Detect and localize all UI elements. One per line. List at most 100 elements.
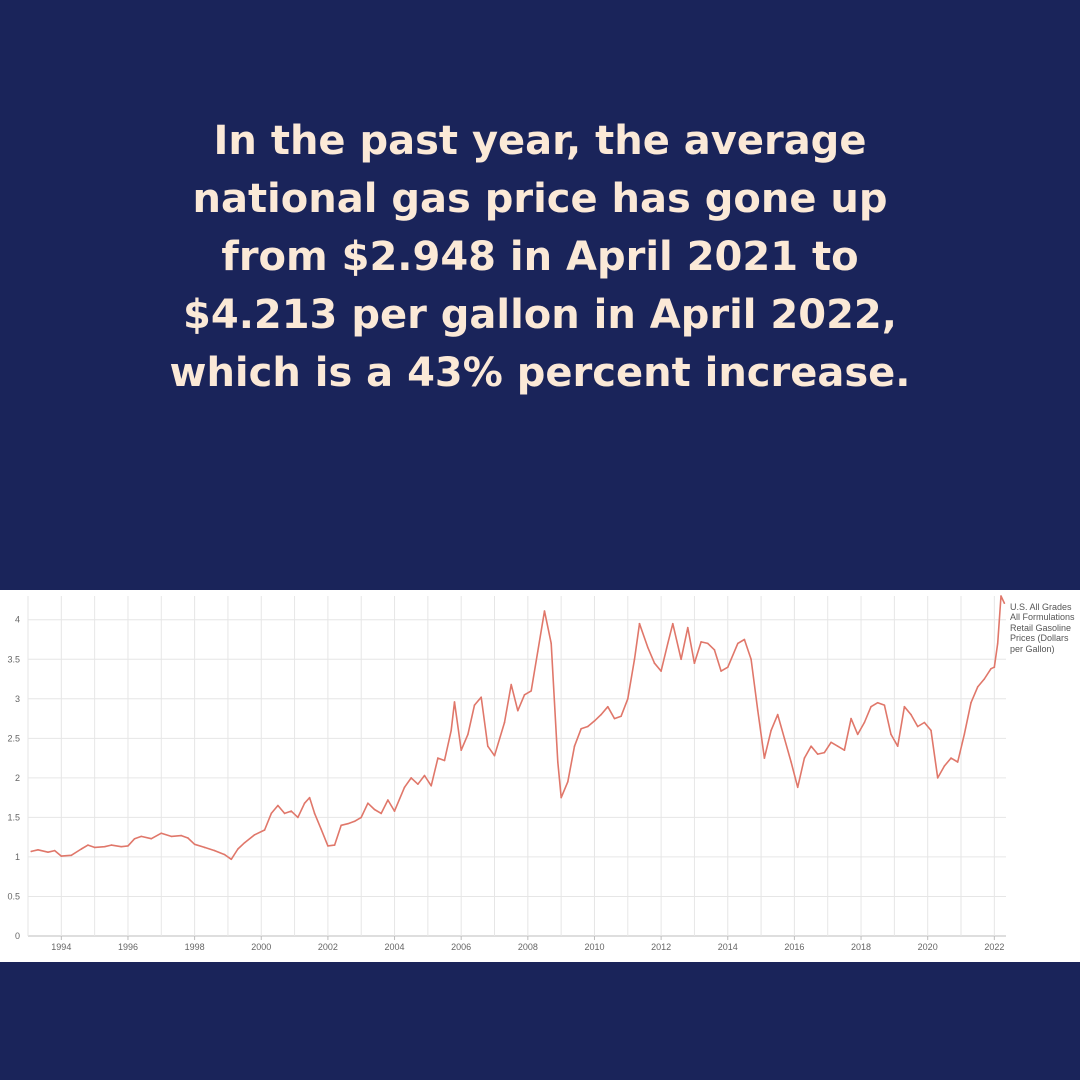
- data-point: [480, 696, 482, 699]
- data-point: [923, 721, 926, 724]
- data-point: [706, 642, 709, 645]
- data-point: [127, 845, 129, 847]
- series-line: [30, 595, 1006, 861]
- data-point: [693, 662, 696, 665]
- data-point: [943, 765, 946, 767]
- y-tick-label: 3.5: [7, 654, 20, 664]
- data-point: [856, 733, 859, 736]
- data-point: [133, 837, 136, 840]
- data-point: [93, 846, 96, 849]
- data-point: [360, 816, 363, 819]
- data-point: [883, 704, 886, 706]
- data-point: [313, 812, 316, 815]
- data-point: [493, 754, 496, 757]
- data-point: [230, 858, 233, 861]
- x-tick-label: 2012: [651, 942, 671, 952]
- data-point: [983, 678, 986, 680]
- data-point: [830, 741, 832, 744]
- data-point: [890, 733, 892, 736]
- data-point: [743, 638, 746, 641]
- data-point: [1003, 602, 1006, 604]
- data-point: [587, 725, 589, 728]
- y-tick-label: 1: [15, 852, 20, 862]
- data-point: [560, 796, 562, 799]
- data-point: [726, 666, 729, 668]
- data-point: [916, 725, 919, 728]
- data-point: [140, 835, 143, 838]
- data-point: [327, 845, 329, 847]
- data-point: [203, 846, 206, 849]
- data-point: [580, 728, 582, 730]
- data-point: [297, 816, 299, 819]
- x-tick-label: 2020: [918, 942, 938, 952]
- x-tick-label: 2018: [851, 942, 871, 952]
- data-point: [876, 701, 879, 704]
- data-point: [120, 845, 123, 848]
- data-point: [347, 822, 349, 825]
- series-layer: [30, 595, 1006, 861]
- data-point: [87, 844, 89, 846]
- x-tick-label: 2002: [318, 942, 338, 952]
- y-tick-label: 3: [15, 694, 20, 704]
- y-tick-label: 2.5: [7, 733, 20, 743]
- data-point: [993, 666, 996, 668]
- x-tick-label: 2010: [584, 942, 604, 952]
- data-point: [896, 745, 899, 748]
- data-point: [223, 853, 226, 856]
- data-point: [790, 761, 792, 763]
- data-point: [573, 745, 576, 748]
- data-point: [333, 844, 336, 846]
- data-point: [403, 786, 406, 789]
- data-point: [237, 848, 239, 850]
- data-point: [870, 705, 872, 708]
- data-point: [783, 737, 786, 740]
- data-point: [550, 642, 552, 645]
- data-point: [653, 662, 656, 665]
- x-tick-label: 1994: [51, 942, 71, 952]
- data-point: [903, 705, 906, 708]
- data-point: [666, 642, 669, 645]
- data-point: [600, 713, 602, 716]
- data-point: [487, 745, 489, 748]
- data-point: [80, 848, 83, 850]
- data-point: [700, 641, 702, 643]
- data-point: [671, 622, 674, 625]
- data-point: [243, 841, 246, 844]
- data-point: [110, 844, 113, 846]
- data-point: [283, 812, 286, 815]
- data-point: [680, 658, 682, 661]
- data-point: [510, 683, 512, 686]
- data-point: [308, 796, 311, 799]
- data-point: [713, 648, 716, 651]
- data-point: [277, 804, 279, 807]
- data-point: [53, 849, 56, 852]
- data-point: [990, 667, 992, 670]
- data-point: [763, 757, 766, 759]
- data-point: [950, 757, 952, 759]
- data-point: [1000, 595, 1002, 597]
- data-point: [638, 622, 641, 625]
- data-point: [453, 701, 456, 703]
- data-point: [503, 721, 506, 724]
- data-point: [70, 854, 73, 857]
- data-point: [60, 855, 63, 857]
- data-point: [387, 799, 389, 801]
- data-point: [970, 701, 972, 704]
- data-point: [393, 810, 396, 812]
- data-point: [423, 774, 426, 777]
- data-point: [646, 646, 649, 649]
- x-tick-label: 2004: [385, 942, 405, 952]
- x-tick-label: 2008: [518, 942, 538, 952]
- data-point: [193, 843, 196, 846]
- data-point: [30, 850, 33, 853]
- data-point: [380, 812, 383, 815]
- data-point: [303, 802, 306, 804]
- legend-label: U.S. All Grades All Formulations Retail …: [1010, 602, 1075, 654]
- data-point: [626, 697, 629, 700]
- data-point: [567, 781, 569, 783]
- data-point: [633, 658, 636, 661]
- data-point: [170, 835, 173, 838]
- data-point: [320, 828, 323, 831]
- data-point: [47, 851, 49, 853]
- data-point: [263, 829, 266, 831]
